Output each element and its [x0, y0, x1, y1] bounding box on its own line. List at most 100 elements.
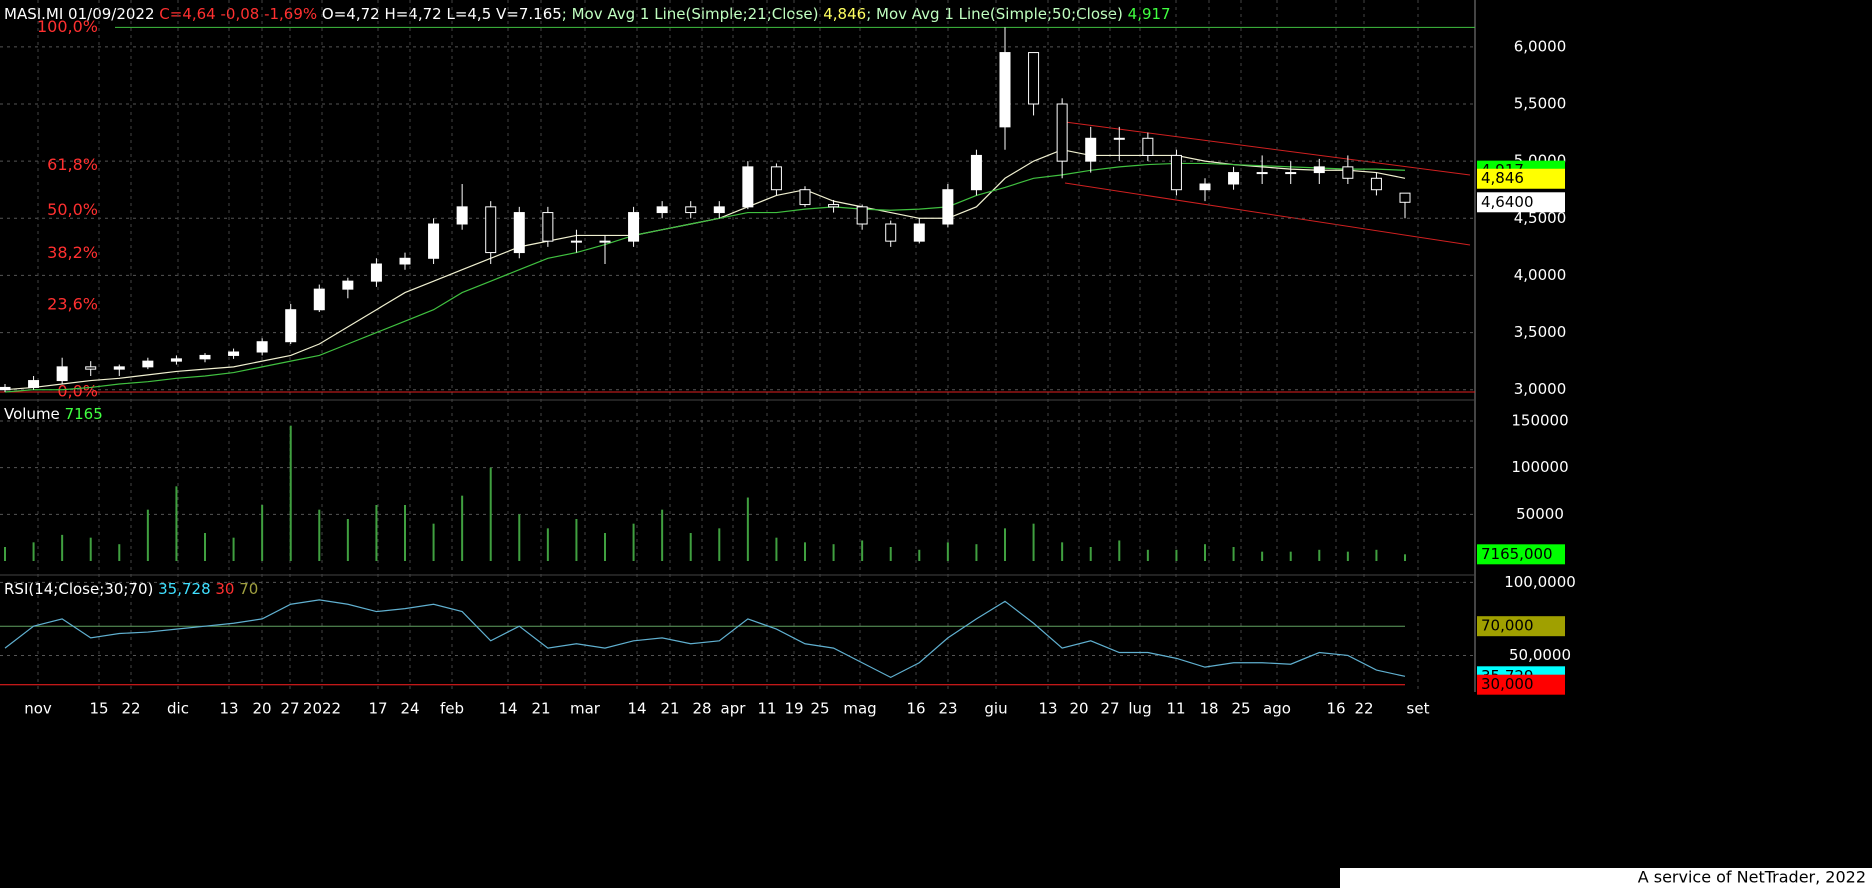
volume-bar [1375, 549, 1378, 561]
candle-body [28, 380, 40, 388]
fib-label: 23,6% [47, 295, 98, 314]
candle-body [456, 206, 468, 225]
title-part: 4,917 [1128, 5, 1171, 23]
volume-bar [261, 505, 264, 561]
x-tick-label: 13 [219, 700, 238, 718]
candle-body [256, 341, 268, 353]
price-tag-label: 70,000 [1481, 617, 1534, 635]
candle-body [685, 206, 697, 214]
volume-bar [1175, 549, 1178, 561]
volume-bar [118, 544, 121, 561]
x-tick-label: mag [843, 700, 876, 718]
title-part: 70 [234, 580, 258, 598]
volume-bar [1032, 523, 1035, 561]
candle-body [399, 257, 411, 265]
x-tick-label: 14 [627, 700, 646, 718]
volume-bar [375, 505, 378, 561]
x-tick-label: 20 [1069, 700, 1088, 718]
candle-body [228, 351, 240, 356]
x-tick-label: feb [440, 700, 464, 718]
volume-bar [975, 544, 978, 561]
volume-bar [404, 505, 406, 561]
volume-bar [1318, 549, 1321, 561]
volume-bar [946, 542, 949, 561]
x-tick-label: 16 [1326, 700, 1345, 718]
volume-bar [61, 534, 64, 561]
x-tick-label: 22 [1354, 700, 1373, 718]
rsi-line [4, 599, 1406, 679]
y-tick-label: 100000 [1511, 458, 1568, 476]
x-tick-label: 21 [660, 700, 679, 718]
y-tick-label: 3,0000 [1514, 380, 1567, 398]
fib-label: 38,2% [47, 243, 98, 262]
x-tick-label: ago [1263, 700, 1291, 718]
volume-bar [1346, 551, 1349, 561]
volume-bar [918, 549, 921, 561]
ma-line [4, 162, 1406, 393]
x-tick-label: 16 [906, 700, 925, 718]
ma-line [4, 149, 1406, 391]
x-tick-label: 27 [1100, 700, 1119, 718]
y-tick-label: 3,5000 [1514, 323, 1567, 341]
x-tick-label: 21 [531, 700, 550, 718]
volume-bar [289, 425, 292, 561]
price-tag [1477, 544, 1565, 565]
volume-bar [546, 528, 549, 561]
candle-body [1370, 177, 1382, 191]
volume-bar [661, 509, 664, 561]
candle-body [942, 189, 954, 225]
y-tick-label: 4,5000 [1514, 209, 1567, 227]
price-tag [1477, 192, 1565, 213]
title-part: 30 [211, 580, 235, 598]
volume-bar [204, 533, 206, 561]
x-tick-label: apr [721, 700, 747, 718]
candle-body [1228, 172, 1240, 185]
volume-bar [632, 523, 635, 561]
volume-bar [175, 486, 178, 561]
volume-bar [1232, 547, 1235, 561]
candle-body [770, 166, 782, 191]
candle-body [313, 288, 325, 311]
x-tick-label: 13 [1038, 700, 1057, 718]
fib-label: 61,8% [47, 155, 98, 174]
candle-body [428, 223, 440, 259]
volume-bar [861, 540, 864, 561]
y-tick-label: 50,0000 [1509, 646, 1571, 664]
candle-body [628, 212, 640, 242]
x-tick-label: giu [984, 700, 1007, 718]
volume-bar [718, 528, 721, 561]
candle-body [199, 354, 211, 360]
candle-body [485, 206, 497, 254]
footer: A service of NetTrader, 2022 [1638, 868, 1866, 887]
candle-body [1170, 154, 1182, 191]
candle-body [1199, 183, 1211, 191]
volume-bar [461, 495, 464, 561]
candle-body [0, 386, 11, 391]
volume-bar [346, 519, 349, 561]
volume-bar [1289, 551, 1292, 561]
candle-body [913, 223, 925, 242]
candle-body [342, 280, 354, 290]
y-tick-label: 5,5000 [1514, 95, 1567, 113]
x-tick-label: 17 [368, 700, 387, 718]
x-tick-label: 11 [757, 700, 776, 718]
price-tag [1477, 674, 1565, 695]
x-tick-label: 11 [1166, 700, 1185, 718]
panel-title: Volume 7165 [4, 405, 103, 423]
candle-body [1256, 172, 1268, 175]
x-tick-label: 22 [121, 700, 140, 718]
volume-bar [1146, 549, 1149, 561]
title-part: MASI.MI 01/09/2022 [4, 5, 159, 23]
candle-body [742, 166, 754, 208]
x-tick-label: 19 [784, 700, 803, 718]
volume-bar [1404, 554, 1406, 561]
x-tick-label: 14 [498, 700, 517, 718]
volume-bar [1118, 540, 1121, 561]
price-tag-label: 4,846 [1481, 169, 1524, 187]
candle-body [1313, 166, 1325, 174]
candle-body [713, 206, 725, 214]
panel-title: RSI(14;Close;30;70) 35,728 30 70 [4, 580, 258, 598]
x-tick-label: nov [24, 700, 52, 718]
